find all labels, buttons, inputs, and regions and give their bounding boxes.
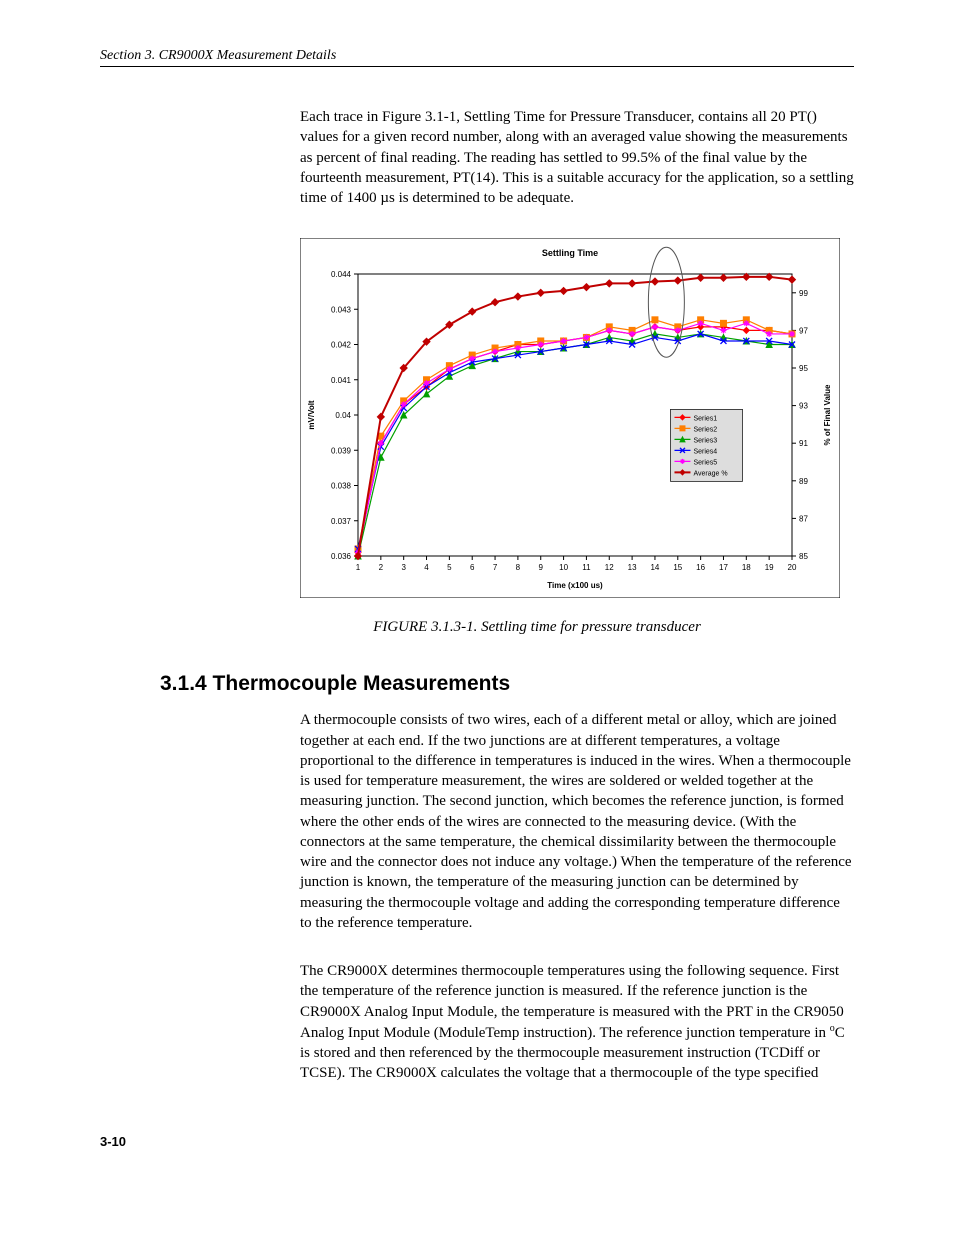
svg-text:0.038: 0.038 — [331, 482, 352, 491]
svg-text:95: 95 — [799, 364, 808, 373]
para3-prefix: The CR9000X determines thermocouple temp… — [300, 963, 844, 1041]
page-header: Section 3. CR9000X Measurement Details — [100, 48, 854, 67]
svg-text:5: 5 — [447, 563, 452, 572]
svg-text:97: 97 — [799, 327, 808, 336]
svg-text:12: 12 — [605, 563, 614, 572]
section-heading: 3.1.4 Thermocouple Measurements — [160, 672, 854, 696]
paragraph-1: Each trace in Figure 3.1-1, Settling Tim… — [300, 107, 854, 208]
svg-text:19: 19 — [765, 563, 774, 572]
svg-text:0.042: 0.042 — [331, 341, 352, 350]
svg-text:16: 16 — [696, 563, 705, 572]
svg-text:Series1: Series1 — [693, 416, 717, 423]
svg-text:13: 13 — [628, 563, 637, 572]
svg-text:0.036: 0.036 — [331, 552, 352, 561]
svg-text:mV/Volt: mV/Volt — [307, 400, 316, 430]
svg-text:Average %: Average % — [693, 471, 727, 478]
svg-text:Series4: Series4 — [693, 449, 717, 456]
paragraph-3: The CR9000X determines thermocouple temp… — [300, 961, 854, 1084]
svg-text:Series5: Series5 — [693, 460, 717, 467]
svg-text:99: 99 — [799, 289, 808, 298]
svg-text:93: 93 — [799, 402, 808, 411]
svg-text:Series2: Series2 — [693, 427, 717, 434]
svg-text:14: 14 — [650, 563, 659, 572]
svg-text:0.041: 0.041 — [331, 376, 352, 385]
svg-text:85: 85 — [799, 552, 808, 561]
svg-text:0.04: 0.04 — [335, 411, 351, 420]
svg-text:89: 89 — [799, 477, 808, 486]
svg-text:Time (x100 us): Time (x100 us) — [547, 581, 603, 590]
svg-text:6: 6 — [470, 563, 475, 572]
svg-text:87: 87 — [799, 515, 808, 524]
svg-text:0.043: 0.043 — [331, 306, 352, 315]
svg-text:Series3: Series3 — [693, 438, 717, 445]
svg-text:8: 8 — [516, 563, 521, 572]
svg-text:7: 7 — [493, 563, 498, 572]
svg-text:0.044: 0.044 — [331, 270, 352, 279]
svg-text:20: 20 — [788, 563, 797, 572]
svg-text:4: 4 — [424, 563, 429, 572]
svg-text:11: 11 — [582, 563, 591, 572]
svg-text:91: 91 — [799, 439, 808, 448]
paragraph-2: A thermocouple consists of two wires, ea… — [300, 710, 854, 933]
svg-text:15: 15 — [673, 563, 682, 572]
svg-text:% of Final Value: % of Final Value — [823, 384, 832, 445]
figure-caption: FIGURE 3.1.3-1. Settling time for pressu… — [220, 619, 854, 636]
svg-text:Settling Time: Settling Time — [542, 248, 598, 258]
svg-text:9: 9 — [539, 563, 544, 572]
page-number: 3-10 — [100, 1134, 854, 1149]
svg-text:3: 3 — [401, 563, 406, 572]
svg-text:0.037: 0.037 — [331, 517, 352, 526]
svg-text:10: 10 — [559, 563, 568, 572]
svg-text:18: 18 — [742, 563, 751, 572]
settling-time-chart: Settling Time123456789101112131415161718… — [300, 238, 854, 603]
svg-text:0.039: 0.039 — [331, 447, 352, 456]
svg-text:2: 2 — [379, 563, 384, 572]
svg-text:1: 1 — [356, 563, 361, 572]
svg-text:17: 17 — [719, 563, 728, 572]
